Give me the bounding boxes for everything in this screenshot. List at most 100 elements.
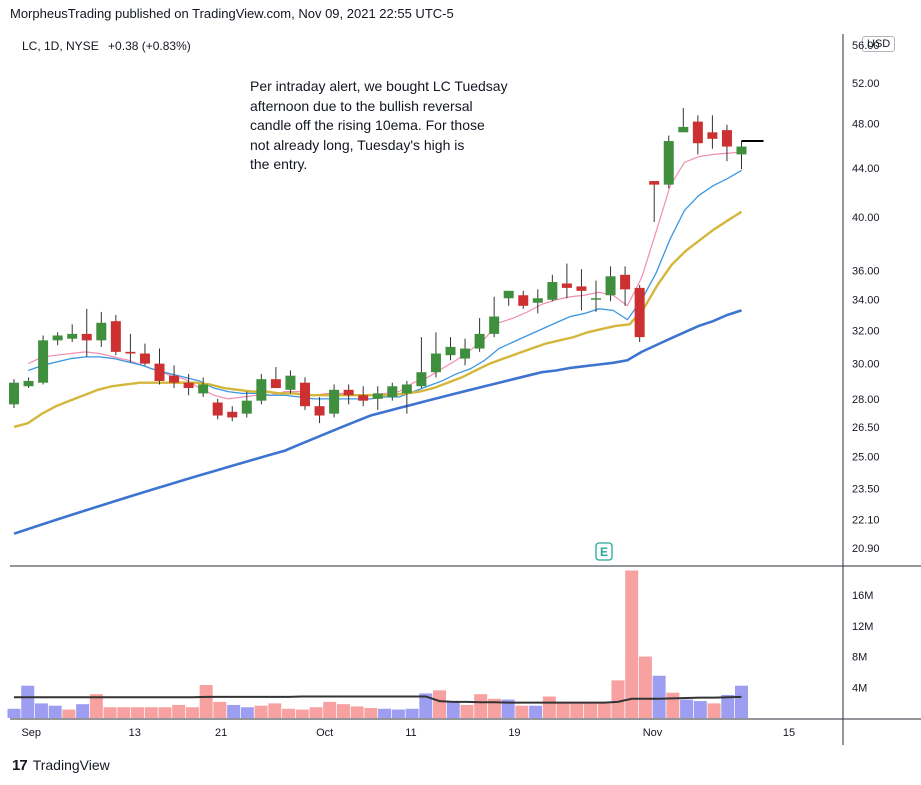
candle-body	[649, 181, 660, 185]
candle	[52, 332, 63, 346]
volume-bars	[7, 570, 748, 718]
candle	[634, 284, 645, 342]
ma200-line	[13, 309, 742, 535]
candle-body	[314, 406, 325, 416]
candle-body	[387, 386, 398, 398]
candle	[692, 115, 703, 155]
volume-bar	[666, 692, 680, 718]
candle-body	[212, 402, 223, 416]
volume-bar	[570, 703, 584, 718]
candle	[445, 337, 456, 361]
candle	[474, 318, 485, 352]
candle	[139, 343, 150, 366]
candle-body	[532, 298, 543, 303]
volume-bar	[460, 704, 474, 718]
candle-body	[256, 379, 267, 401]
candle	[532, 289, 543, 314]
candle	[314, 397, 325, 424]
volume-bar	[638, 656, 652, 718]
volume-bar	[680, 699, 694, 718]
volume-bar	[364, 708, 378, 718]
volume-bar	[7, 708, 21, 718]
candle-body	[285, 375, 296, 390]
candle	[9, 379, 19, 409]
candle	[81, 308, 92, 357]
ema20-line	[28, 169, 742, 400]
candle-body	[270, 379, 281, 389]
candle	[721, 124, 732, 162]
volume-bar	[611, 680, 625, 718]
candle	[401, 380, 412, 414]
price-tick-label: 22.10	[852, 515, 880, 527]
candle-body	[736, 146, 747, 155]
ema10-line	[28, 151, 742, 400]
time-axis: Sep 13 21 Oct 11 19 Nov 15	[21, 727, 795, 739]
candle-body	[169, 375, 180, 383]
volume-bar	[721, 694, 735, 718]
candle	[576, 269, 587, 311]
candle	[67, 324, 78, 342]
volume-bar	[34, 703, 48, 718]
time-tick-label: Nov	[643, 727, 663, 739]
volume-bar	[378, 708, 392, 718]
candle-body	[430, 353, 441, 373]
candle	[125, 333, 136, 362]
price-tick-label: 30.00	[852, 359, 880, 371]
symbol-label: LC, 1D, NYSE	[22, 39, 99, 53]
tradingview-logo-icon: 17	[12, 757, 28, 774]
candle	[663, 135, 674, 189]
candle	[591, 280, 601, 312]
volume-bar	[625, 570, 639, 718]
volume-bar	[185, 707, 199, 718]
candle-body	[489, 316, 500, 334]
candle	[183, 373, 194, 396]
volume-bar	[103, 707, 117, 718]
candle-body	[52, 335, 63, 341]
candle	[256, 373, 267, 405]
time-tick-label: 15	[783, 727, 795, 739]
chart-markers: E	[595, 140, 764, 561]
candle-body	[81, 333, 92, 341]
volume-bar	[735, 685, 748, 718]
candle-body	[9, 382, 19, 405]
candle	[372, 386, 383, 410]
volume-tick-label: 4M	[852, 682, 867, 694]
annotation-line: afternoon due to the bullish reversal	[250, 97, 473, 114]
volume-average-line	[14, 695, 742, 704]
volume-bar	[144, 707, 158, 718]
candle	[547, 274, 558, 302]
volume-bar	[227, 704, 241, 718]
price-tick-label: 34.00	[852, 295, 880, 307]
currency-badge[interactable]: USD	[862, 36, 896, 52]
candle	[503, 290, 514, 306]
candle-body	[474, 333, 485, 349]
candle	[518, 290, 529, 309]
candle-body	[154, 363, 165, 381]
earnings-icon	[595, 542, 613, 561]
volume-bar	[391, 709, 405, 718]
candle-body	[561, 283, 572, 288]
annotation-line: Per intraday alert, we bought LC Tuedsay	[250, 78, 508, 94]
candle-body	[372, 393, 383, 399]
volume-bar	[62, 709, 76, 718]
price-tick-label: 48.00	[852, 119, 880, 131]
volume-bar	[323, 701, 337, 718]
volume-bar	[529, 705, 543, 718]
time-tick-label: 19	[508, 727, 520, 739]
volume-bar	[76, 704, 90, 718]
candle-body	[67, 333, 78, 339]
price-tick-label: 26.50	[852, 422, 880, 434]
volume-bar	[487, 698, 501, 718]
candle-body	[445, 346, 456, 356]
candle	[343, 384, 354, 405]
candle	[329, 384, 340, 418]
volume-bar	[158, 707, 172, 718]
price-tick-label: 44.00	[852, 163, 880, 175]
candle	[241, 391, 252, 418]
candle	[561, 263, 572, 299]
candle-body	[183, 382, 194, 389]
volume-bar	[350, 706, 364, 718]
brand-name: TradingView	[32, 757, 110, 773]
candle-body	[241, 400, 252, 414]
volume-bar	[515, 705, 529, 718]
